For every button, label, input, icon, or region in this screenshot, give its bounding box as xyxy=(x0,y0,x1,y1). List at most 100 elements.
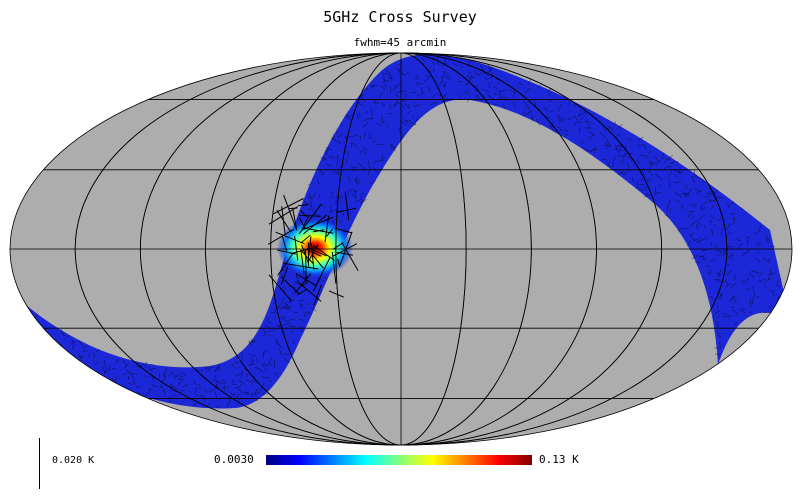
polarization-vector xyxy=(531,113,534,122)
polarization-vector xyxy=(296,280,322,302)
polarization-vector xyxy=(648,150,652,154)
polarization-vector xyxy=(160,383,162,389)
polarization-vector xyxy=(762,257,768,262)
polarization-vector xyxy=(527,106,530,111)
polarization-vector xyxy=(717,335,722,338)
polarization-vector xyxy=(79,340,83,346)
polarization-vector xyxy=(351,134,358,138)
polarization-vector xyxy=(755,296,761,298)
polarization-vector xyxy=(277,252,294,276)
polarization-vector xyxy=(376,123,381,126)
polarization-vector xyxy=(739,309,746,314)
polarization-vector xyxy=(313,192,316,198)
polarization-vector xyxy=(263,330,267,336)
polarization-vector xyxy=(703,225,706,229)
polarization-vector xyxy=(703,256,708,261)
polarization-vector xyxy=(281,315,286,318)
polarization-vector xyxy=(48,343,54,348)
polarization-vector xyxy=(358,179,361,183)
polarization-vector xyxy=(614,144,618,152)
polarization-vector xyxy=(765,234,768,241)
polarization-vector xyxy=(636,160,640,164)
polarization-vector xyxy=(302,215,310,227)
polarization-vector xyxy=(724,279,728,285)
polarization-vector xyxy=(192,379,198,387)
polarization-vector xyxy=(691,175,696,184)
polarization-vector xyxy=(334,227,352,234)
polarization-vector xyxy=(288,325,296,328)
polarization-vector xyxy=(683,192,687,198)
polarization-vector xyxy=(270,356,273,361)
polarization-vector xyxy=(716,303,719,312)
polarization-vector xyxy=(267,329,275,333)
polarization-vector xyxy=(294,280,299,283)
polarization-vector xyxy=(767,272,773,276)
polarization-vector xyxy=(275,304,282,310)
polarization-vector xyxy=(361,192,366,196)
polarization-vector xyxy=(322,158,326,161)
polarization-vector xyxy=(711,204,715,208)
polarization-vector xyxy=(256,357,258,364)
polarization-vector xyxy=(336,159,338,167)
polarization-vector xyxy=(414,54,419,57)
polarization-vector xyxy=(705,191,711,196)
polarization-vector xyxy=(226,399,231,408)
polarization-vector xyxy=(578,112,585,117)
polarization-vector xyxy=(710,259,715,262)
polarization-vector xyxy=(162,375,167,382)
polarization-vector xyxy=(565,134,569,136)
polarization-vector xyxy=(512,100,516,108)
polarization-vector xyxy=(365,110,369,114)
polarization-vector xyxy=(237,386,243,394)
polarization-vector xyxy=(207,403,211,407)
polarization-vector xyxy=(291,329,293,334)
polarization-vector xyxy=(307,311,312,315)
polarization-vector xyxy=(647,170,652,173)
polarization-vector xyxy=(700,249,707,252)
polarization-vector xyxy=(283,303,288,309)
polarization-vector xyxy=(254,388,258,395)
polarization-vector xyxy=(391,144,396,152)
polarization-vector xyxy=(112,368,116,370)
polarization-vector xyxy=(263,361,267,366)
polarization-vector xyxy=(687,210,695,212)
polarization-vector xyxy=(432,61,435,66)
polarization-vector xyxy=(675,200,679,202)
polarization-vector xyxy=(348,213,352,215)
polarization-vector xyxy=(425,75,432,79)
polarization-vector xyxy=(161,385,165,389)
polarization-vector xyxy=(295,273,318,287)
polarization-vector xyxy=(673,190,678,195)
polarization-vector xyxy=(637,179,639,186)
polarization-vector xyxy=(268,274,292,302)
polarization-vector xyxy=(600,132,606,138)
polarization-vector xyxy=(772,272,776,274)
polarization-vector xyxy=(254,367,259,369)
polarization-vector xyxy=(368,167,371,175)
polarization-vector xyxy=(557,125,561,129)
polarization-vector xyxy=(740,308,746,310)
polarization-vector xyxy=(104,360,106,368)
polarization-vector xyxy=(194,387,199,390)
polarization-vector xyxy=(696,225,699,230)
polarization-vector xyxy=(731,295,736,300)
polarization-vector xyxy=(473,70,478,76)
polarization-vector xyxy=(396,63,400,66)
polarization-vector xyxy=(151,384,159,388)
polarization-vector xyxy=(642,172,646,178)
polarization-vector xyxy=(307,183,313,186)
polarization-vector xyxy=(427,86,431,93)
polarization-vector xyxy=(737,242,743,250)
polarization-vector xyxy=(716,278,722,283)
polarization-vector xyxy=(372,166,377,173)
polarization-vector xyxy=(409,121,417,126)
polarization-vector xyxy=(617,124,623,130)
polarization-vector xyxy=(235,372,242,377)
polarization-vector xyxy=(718,292,723,300)
polarization-vector xyxy=(776,277,781,285)
polarization-vector xyxy=(631,177,634,182)
polarization-vector xyxy=(241,352,244,360)
polarization-vector xyxy=(347,192,350,196)
polarization-vector xyxy=(698,238,707,242)
polarization-vector xyxy=(466,79,472,86)
